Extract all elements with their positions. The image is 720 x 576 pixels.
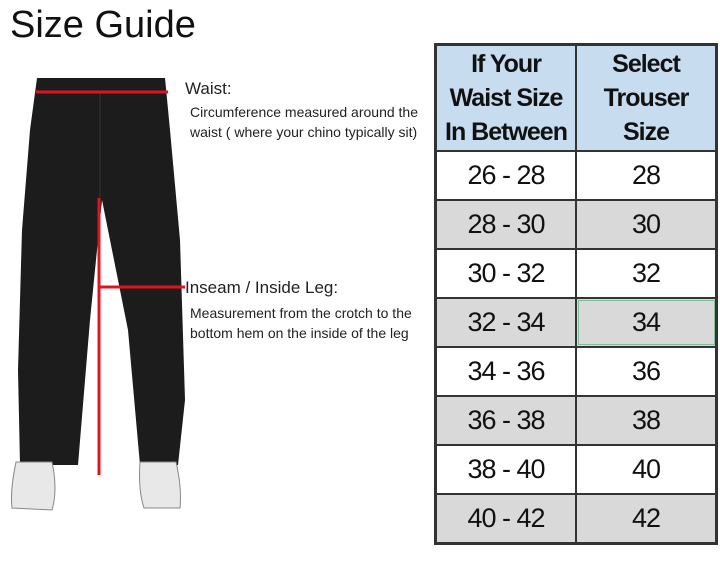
waist-range-cell: 32 - 34 — [434, 297, 577, 348]
table-row: 30 - 32 32 — [434, 248, 718, 299]
table-row: 26 - 28 28 — [434, 150, 718, 201]
trouser-size-cell: 32 — [575, 248, 718, 299]
table-row: 32 - 34 34 — [434, 297, 718, 348]
waist-range-cell: 34 - 36 — [434, 346, 577, 397]
size-table: If Your Waist Size In Between Select Tro… — [434, 43, 718, 545]
waist-range-cell: 28 - 30 — [434, 199, 577, 250]
header-waist-range: If Your Waist Size In Between — [434, 43, 577, 152]
header-trouser-size: Select Trouser Size — [575, 43, 718, 152]
table-row: 38 - 40 40 — [434, 444, 718, 495]
trouser-size-cell: 38 — [575, 395, 718, 446]
trouser-size-cell: 36 — [575, 346, 718, 397]
trousers-illustration — [11, 78, 185, 511]
table-row: 40 - 42 42 — [434, 493, 718, 545]
waist-description: Circumference measured around the waist … — [190, 104, 419, 140]
table-row: 28 - 30 30 — [434, 199, 718, 250]
trouser-size-cell: 34 — [575, 297, 718, 348]
trouser-size-cell: 28 — [575, 150, 718, 201]
page-title: Size Guide — [10, 4, 196, 46]
waist-heading: Waist: — [185, 79, 232, 98]
waist-range-cell: 30 - 32 — [434, 248, 577, 299]
trouser-size-cell: 42 — [575, 493, 718, 545]
waist-range-cell: 36 - 38 — [434, 395, 577, 446]
table-row: 36 - 38 38 — [434, 395, 718, 446]
trouser-size-cell: 30 — [575, 199, 718, 250]
waist-range-cell: 40 - 42 — [434, 493, 577, 545]
inseam-description: Measurement from the crotch to the botto… — [190, 305, 412, 341]
trouser-size-cell: 40 — [575, 444, 718, 495]
waist-range-cell: 26 - 28 — [434, 150, 577, 201]
table-row: 34 - 36 36 — [434, 346, 718, 397]
waist-range-cell: 38 - 40 — [434, 444, 577, 495]
inseam-heading: Inseam / Inside Leg: — [185, 278, 339, 297]
